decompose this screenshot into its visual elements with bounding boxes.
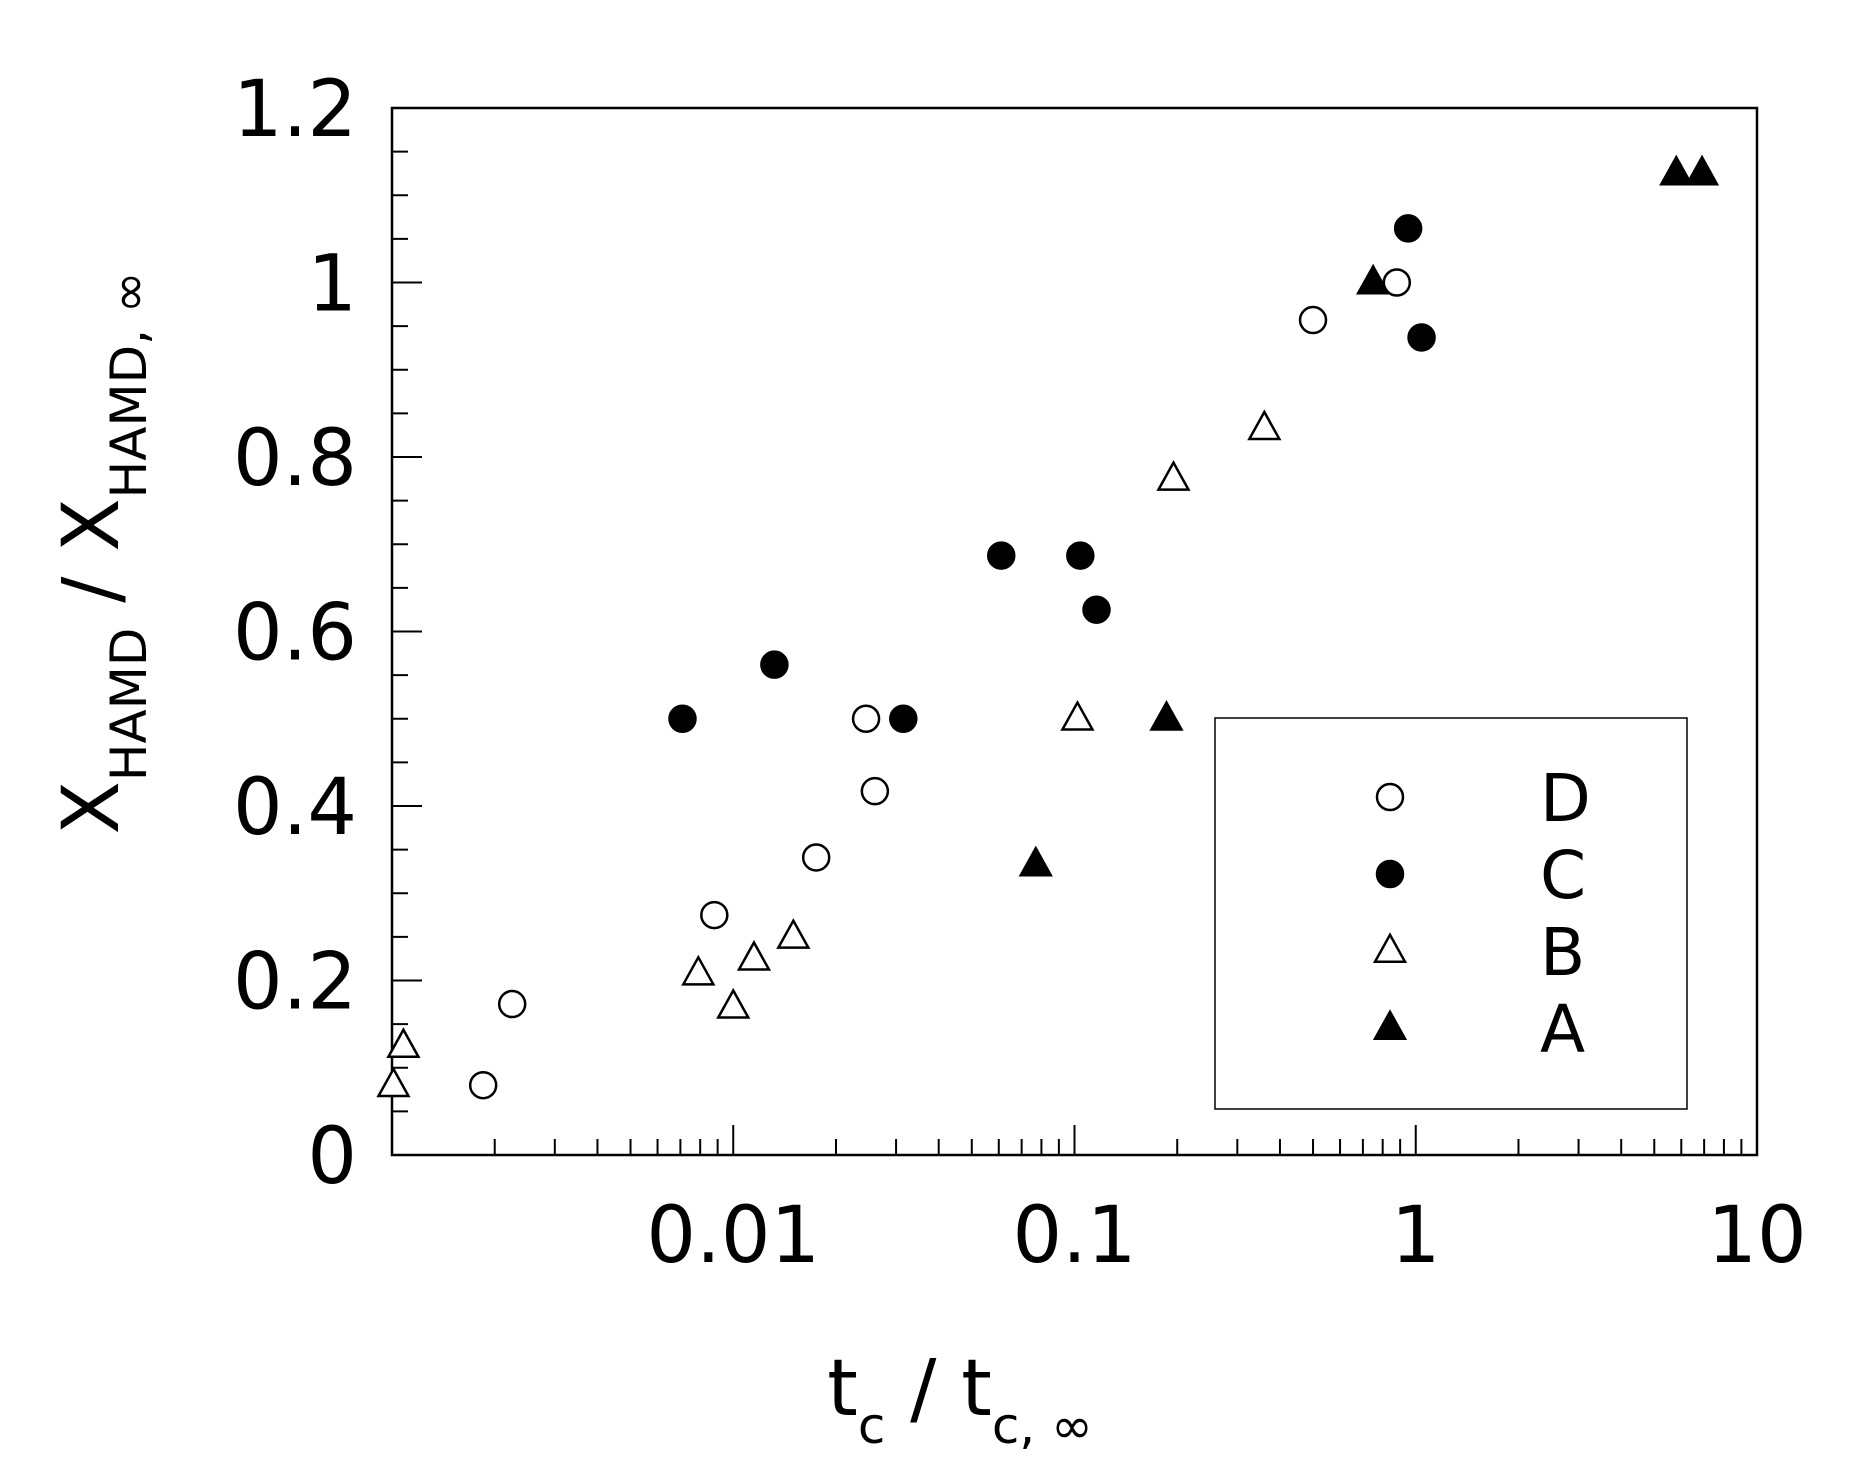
data-point-D	[801, 843, 831, 872]
data-point-A	[1149, 699, 1184, 731]
data-point-B	[736, 939, 772, 971]
data-points	[376, 154, 1720, 1100]
data-point-D	[1382, 268, 1412, 297]
y-title-main2: X	[47, 498, 137, 551]
data-point-C	[1082, 595, 1111, 624]
y-title-sep: /	[47, 552, 137, 628]
data-point-C	[1393, 214, 1423, 243]
y-tick-label: 1.2	[233, 65, 357, 155]
legend-marker-C	[1375, 859, 1405, 889]
legend-label-B: B	[1540, 914, 1585, 991]
x-tick-label: 0.01	[646, 1191, 820, 1281]
data-point-A	[1355, 263, 1391, 295]
data-point-A	[1684, 154, 1720, 186]
legend-marker-D	[1375, 782, 1405, 812]
data-point-C	[986, 541, 1016, 570]
data-point-C	[760, 650, 789, 679]
axis-ticks	[392, 107, 1743, 1156]
series-C	[668, 214, 1436, 733]
x-tick-label: 1	[1391, 1191, 1441, 1281]
x-title-sep: /	[885, 1344, 961, 1434]
data-point-B	[1247, 409, 1282, 441]
data-point-C	[1407, 323, 1436, 352]
x-tick-label: 0.1	[1012, 1191, 1136, 1281]
data-point-B	[386, 1027, 421, 1058]
y-tick-label: 0.8	[233, 414, 357, 504]
axis-tick-labels: 0.01 0.1 1 10 0 0.2 0.4 0.6 0.8 1 1.2	[233, 65, 1807, 1281]
data-point-D	[860, 776, 890, 806]
y-tick-label: 0	[307, 1112, 357, 1202]
data-point-A	[1659, 154, 1694, 186]
legend-label-D: D	[1540, 760, 1591, 837]
series-B	[376, 409, 1282, 1098]
data-point-D	[497, 989, 527, 1019]
legend-label-A: A	[1540, 991, 1585, 1068]
y-title-main: X	[47, 781, 137, 834]
data-point-A	[1018, 845, 1053, 877]
y-title-sub: HAMD	[100, 628, 158, 781]
legend-box	[1214, 717, 1688, 1110]
x-title-sub2: c, ∞	[992, 1397, 1093, 1455]
data-point-D	[1298, 305, 1328, 335]
data-point-B	[681, 954, 716, 986]
series-D	[468, 268, 1412, 1100]
y-tick-label: 0.2	[233, 938, 357, 1028]
legend-label-C: C	[1540, 837, 1586, 914]
data-point-D	[700, 900, 729, 930]
y-tick-label: 0.6	[233, 589, 357, 679]
y-title-sub2: HAMD, ∞	[100, 271, 158, 498]
data-point-B	[1156, 460, 1191, 491]
y-tick-label: 1	[307, 240, 357, 330]
x-title-main2: t	[961, 1344, 992, 1434]
data-point-B	[376, 1066, 411, 1098]
data-point-D	[468, 1070, 498, 1100]
x-title-main: t	[827, 1344, 858, 1434]
data-point-D	[851, 704, 881, 733]
data-point-B	[776, 918, 811, 949]
data-point-C	[1066, 541, 1095, 570]
x-tick-label: 10	[1707, 1191, 1806, 1281]
x-axis-title: tc / tc, ∞	[827, 1344, 1093, 1455]
y-tick-label: 0.4	[233, 763, 357, 853]
series-A	[1018, 154, 1720, 877]
legend-marker-B	[1372, 932, 1408, 964]
y-axis-title: XHAMD / XHAMD, ∞	[47, 271, 158, 834]
x-title-sub: c	[858, 1397, 886, 1455]
data-point-C	[889, 704, 918, 733]
data-point-B	[1060, 699, 1095, 731]
data-point-B	[716, 987, 751, 1019]
data-point-C	[668, 704, 697, 733]
legend-marker-A	[1372, 1009, 1408, 1041]
